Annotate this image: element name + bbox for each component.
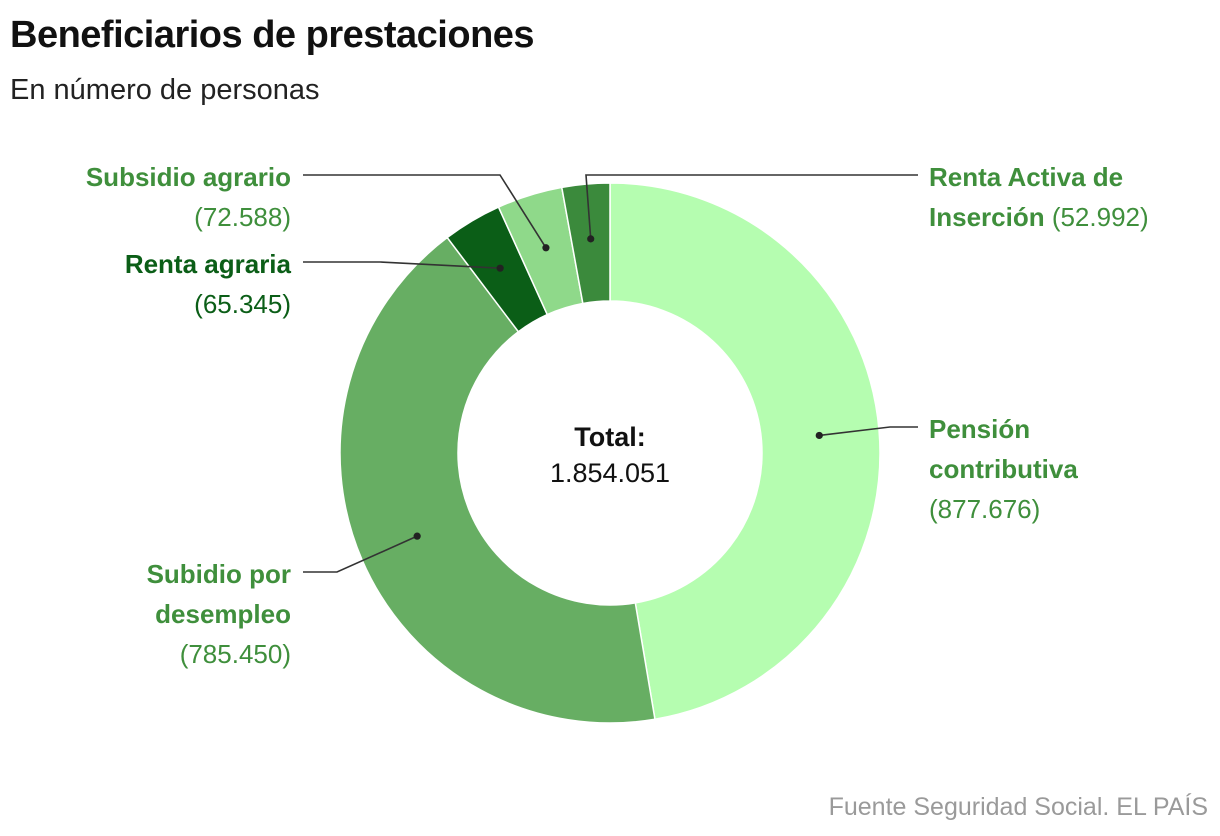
label-value-subidio-por-desempleo: (785.450) bbox=[180, 639, 291, 669]
label-name-renta-activa-de-insercion: Renta Activa de bbox=[929, 162, 1123, 192]
label-name-subsidio-agrario: Subsidio agrario bbox=[86, 162, 291, 192]
leader-dot-subidio-por-desempleo bbox=[413, 532, 421, 540]
label-value-renta-activa-de-insercion: (52.992) bbox=[1045, 202, 1149, 232]
slice-pension-contributiva bbox=[609, 182, 881, 721]
leader-dot-renta-agraria bbox=[496, 264, 504, 272]
label-name-subidio-por-desempleo: desempleo bbox=[155, 599, 291, 629]
source-note: Fuente Seguridad Social. EL PAÍS bbox=[828, 793, 1208, 821]
center-label: Total: bbox=[574, 422, 645, 452]
label-value-pension-contributiva: (877.676) bbox=[929, 494, 1040, 524]
leader-line-subsidio-agrario bbox=[303, 174, 547, 249]
leader-line-subidio-por-desempleo bbox=[303, 535, 418, 573]
label-name-subidio-por-desempleo: Subidio por bbox=[147, 559, 291, 589]
label-name-renta-activa-de-insercion: Inserción (52.992) bbox=[929, 202, 1149, 232]
slice-subidio-por-desempleo bbox=[339, 236, 656, 724]
leader-line-renta-agraria bbox=[303, 261, 501, 269]
label-name-renta-agraria: Renta agraria bbox=[125, 249, 292, 279]
leader-dot-pension-contributiva bbox=[815, 431, 823, 440]
center-value: 1.854.051 bbox=[550, 458, 670, 488]
label-value-subsidio-agrario: (72.588) bbox=[194, 202, 291, 232]
label-value-renta-agraria: (65.345) bbox=[194, 289, 291, 319]
leader-line-pension-contributiva bbox=[819, 426, 918, 437]
slice-renta-activa-de-insercion bbox=[560, 182, 611, 305]
leader-dot-subsidio-agrario bbox=[542, 244, 550, 252]
chart-title: Beneficiarios de prestaciones bbox=[10, 14, 535, 56]
label-name-pension-contributiva: contributiva bbox=[929, 454, 1078, 484]
label-name-pension-contributiva: Pensión bbox=[929, 414, 1030, 444]
chart-subtitle: En número de personas bbox=[10, 74, 320, 106]
leader-line-renta-activa-de-insercion bbox=[585, 174, 918, 239]
leader-dot-renta-activa-de-insercion bbox=[587, 235, 595, 243]
